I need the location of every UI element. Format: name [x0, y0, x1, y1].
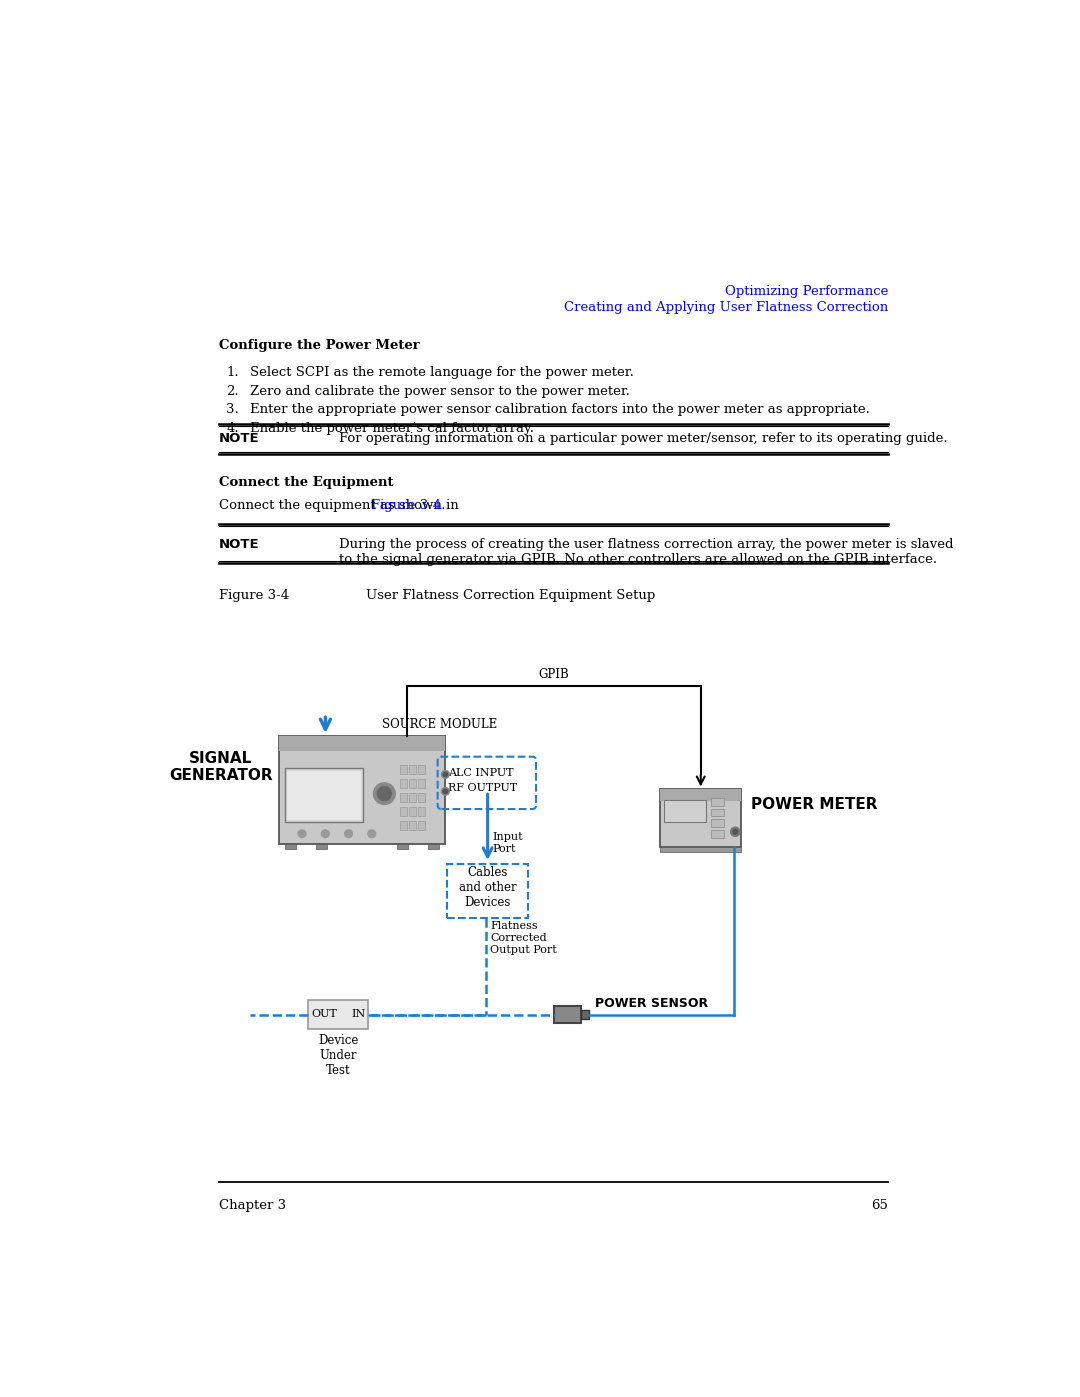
Text: NOTE: NOTE [218, 432, 259, 446]
Text: Connect the equipment as shown in: Connect the equipment as shown in [218, 499, 462, 511]
FancyBboxPatch shape [418, 806, 426, 816]
Text: 65: 65 [872, 1200, 889, 1213]
Text: GPIB: GPIB [539, 668, 569, 682]
FancyBboxPatch shape [287, 771, 361, 820]
FancyBboxPatch shape [418, 766, 426, 774]
Text: 2.: 2. [227, 384, 239, 398]
FancyBboxPatch shape [400, 820, 407, 830]
Circle shape [443, 789, 448, 793]
Text: Enter the appropriate power sensor calibration factors into the power meter as a: Enter the appropriate power sensor calib… [249, 404, 869, 416]
FancyBboxPatch shape [285, 844, 296, 849]
FancyBboxPatch shape [316, 844, 327, 849]
FancyBboxPatch shape [279, 736, 445, 844]
FancyBboxPatch shape [418, 780, 426, 788]
FancyBboxPatch shape [711, 820, 725, 827]
Text: to the signal generator via GPIB. No other controllers are allowed on the GPIB i: to the signal generator via GPIB. No oth… [339, 553, 937, 566]
Circle shape [298, 830, 306, 838]
Text: NOTE: NOTE [218, 538, 259, 550]
FancyBboxPatch shape [400, 766, 407, 774]
FancyBboxPatch shape [664, 800, 706, 823]
Text: ALC INPUT: ALC INPUT [448, 768, 514, 778]
Text: Device
Under
Test: Device Under Test [318, 1034, 359, 1077]
Text: Enable the power meter’s cal factor array.: Enable the power meter’s cal factor arra… [249, 422, 534, 434]
Circle shape [374, 782, 395, 805]
Text: Creating and Applying User Flatness Correction: Creating and Applying User Flatness Corr… [564, 300, 889, 314]
Text: Zero and calibrate the power sensor to the power meter.: Zero and calibrate the power sensor to t… [249, 384, 630, 398]
Text: IN: IN [351, 1009, 365, 1018]
Text: SOURCE MODULE: SOURCE MODULE [382, 718, 497, 731]
Text: RF OUTPUT: RF OUTPUT [448, 782, 517, 793]
FancyBboxPatch shape [711, 798, 725, 806]
Circle shape [442, 788, 449, 795]
FancyBboxPatch shape [409, 806, 416, 816]
Text: POWER SENSOR: POWER SENSOR [595, 997, 707, 1010]
Text: Select SCPI as the remote language for the power meter.: Select SCPI as the remote language for t… [249, 366, 634, 380]
Circle shape [733, 830, 738, 834]
FancyBboxPatch shape [409, 766, 416, 774]
Text: 4.: 4. [227, 422, 239, 434]
Circle shape [377, 787, 391, 800]
Circle shape [322, 830, 329, 838]
Text: Configure the Power Meter: Configure the Power Meter [218, 338, 419, 352]
Text: Chapter 3: Chapter 3 [218, 1200, 286, 1213]
Text: Cables
and other
Devices: Cables and other Devices [459, 866, 516, 909]
FancyBboxPatch shape [409, 820, 416, 830]
FancyBboxPatch shape [279, 736, 445, 752]
FancyBboxPatch shape [400, 780, 407, 788]
FancyBboxPatch shape [308, 1000, 368, 1030]
FancyBboxPatch shape [418, 793, 426, 802]
FancyBboxPatch shape [660, 789, 742, 847]
FancyBboxPatch shape [660, 789, 742, 800]
FancyBboxPatch shape [711, 830, 725, 838]
Text: Optimizing Performance: Optimizing Performance [725, 285, 889, 299]
Text: POWER METER: POWER METER [751, 796, 877, 812]
FancyBboxPatch shape [418, 820, 426, 830]
FancyBboxPatch shape [400, 806, 407, 816]
Text: 3.: 3. [227, 404, 239, 416]
FancyBboxPatch shape [409, 780, 416, 788]
Text: Connect the Equipment: Connect the Equipment [218, 475, 393, 489]
Text: 1.: 1. [227, 366, 239, 380]
Text: Flatness
Corrected
Output Port: Flatness Corrected Output Port [490, 922, 556, 954]
FancyBboxPatch shape [554, 1006, 581, 1023]
Text: During the process of creating the user flatness correction array, the power met: During the process of creating the user … [339, 538, 954, 550]
Text: Figure 3-4: Figure 3-4 [218, 588, 288, 602]
Circle shape [443, 773, 448, 777]
Text: User Flatness Correction Equipment Setup: User Flatness Correction Equipment Setup [366, 588, 656, 602]
FancyBboxPatch shape [285, 768, 363, 823]
FancyBboxPatch shape [429, 844, 440, 849]
Text: For operating information on a particular power meter/sensor, refer to its opera: For operating information on a particula… [339, 432, 947, 446]
Text: Input
Port: Input Port [492, 833, 523, 854]
FancyBboxPatch shape [581, 1010, 590, 1020]
Circle shape [730, 827, 740, 837]
Circle shape [368, 830, 376, 838]
FancyBboxPatch shape [660, 847, 742, 852]
FancyBboxPatch shape [711, 809, 725, 816]
Text: Figure 3-4.: Figure 3-4. [372, 499, 445, 511]
Circle shape [345, 830, 352, 838]
FancyBboxPatch shape [409, 793, 416, 802]
Text: OUT: OUT [311, 1009, 337, 1018]
FancyBboxPatch shape [400, 793, 407, 802]
Circle shape [442, 771, 449, 778]
Text: SIGNAL
GENERATOR: SIGNAL GENERATOR [168, 750, 272, 782]
FancyBboxPatch shape [397, 844, 408, 849]
FancyBboxPatch shape [447, 865, 528, 918]
